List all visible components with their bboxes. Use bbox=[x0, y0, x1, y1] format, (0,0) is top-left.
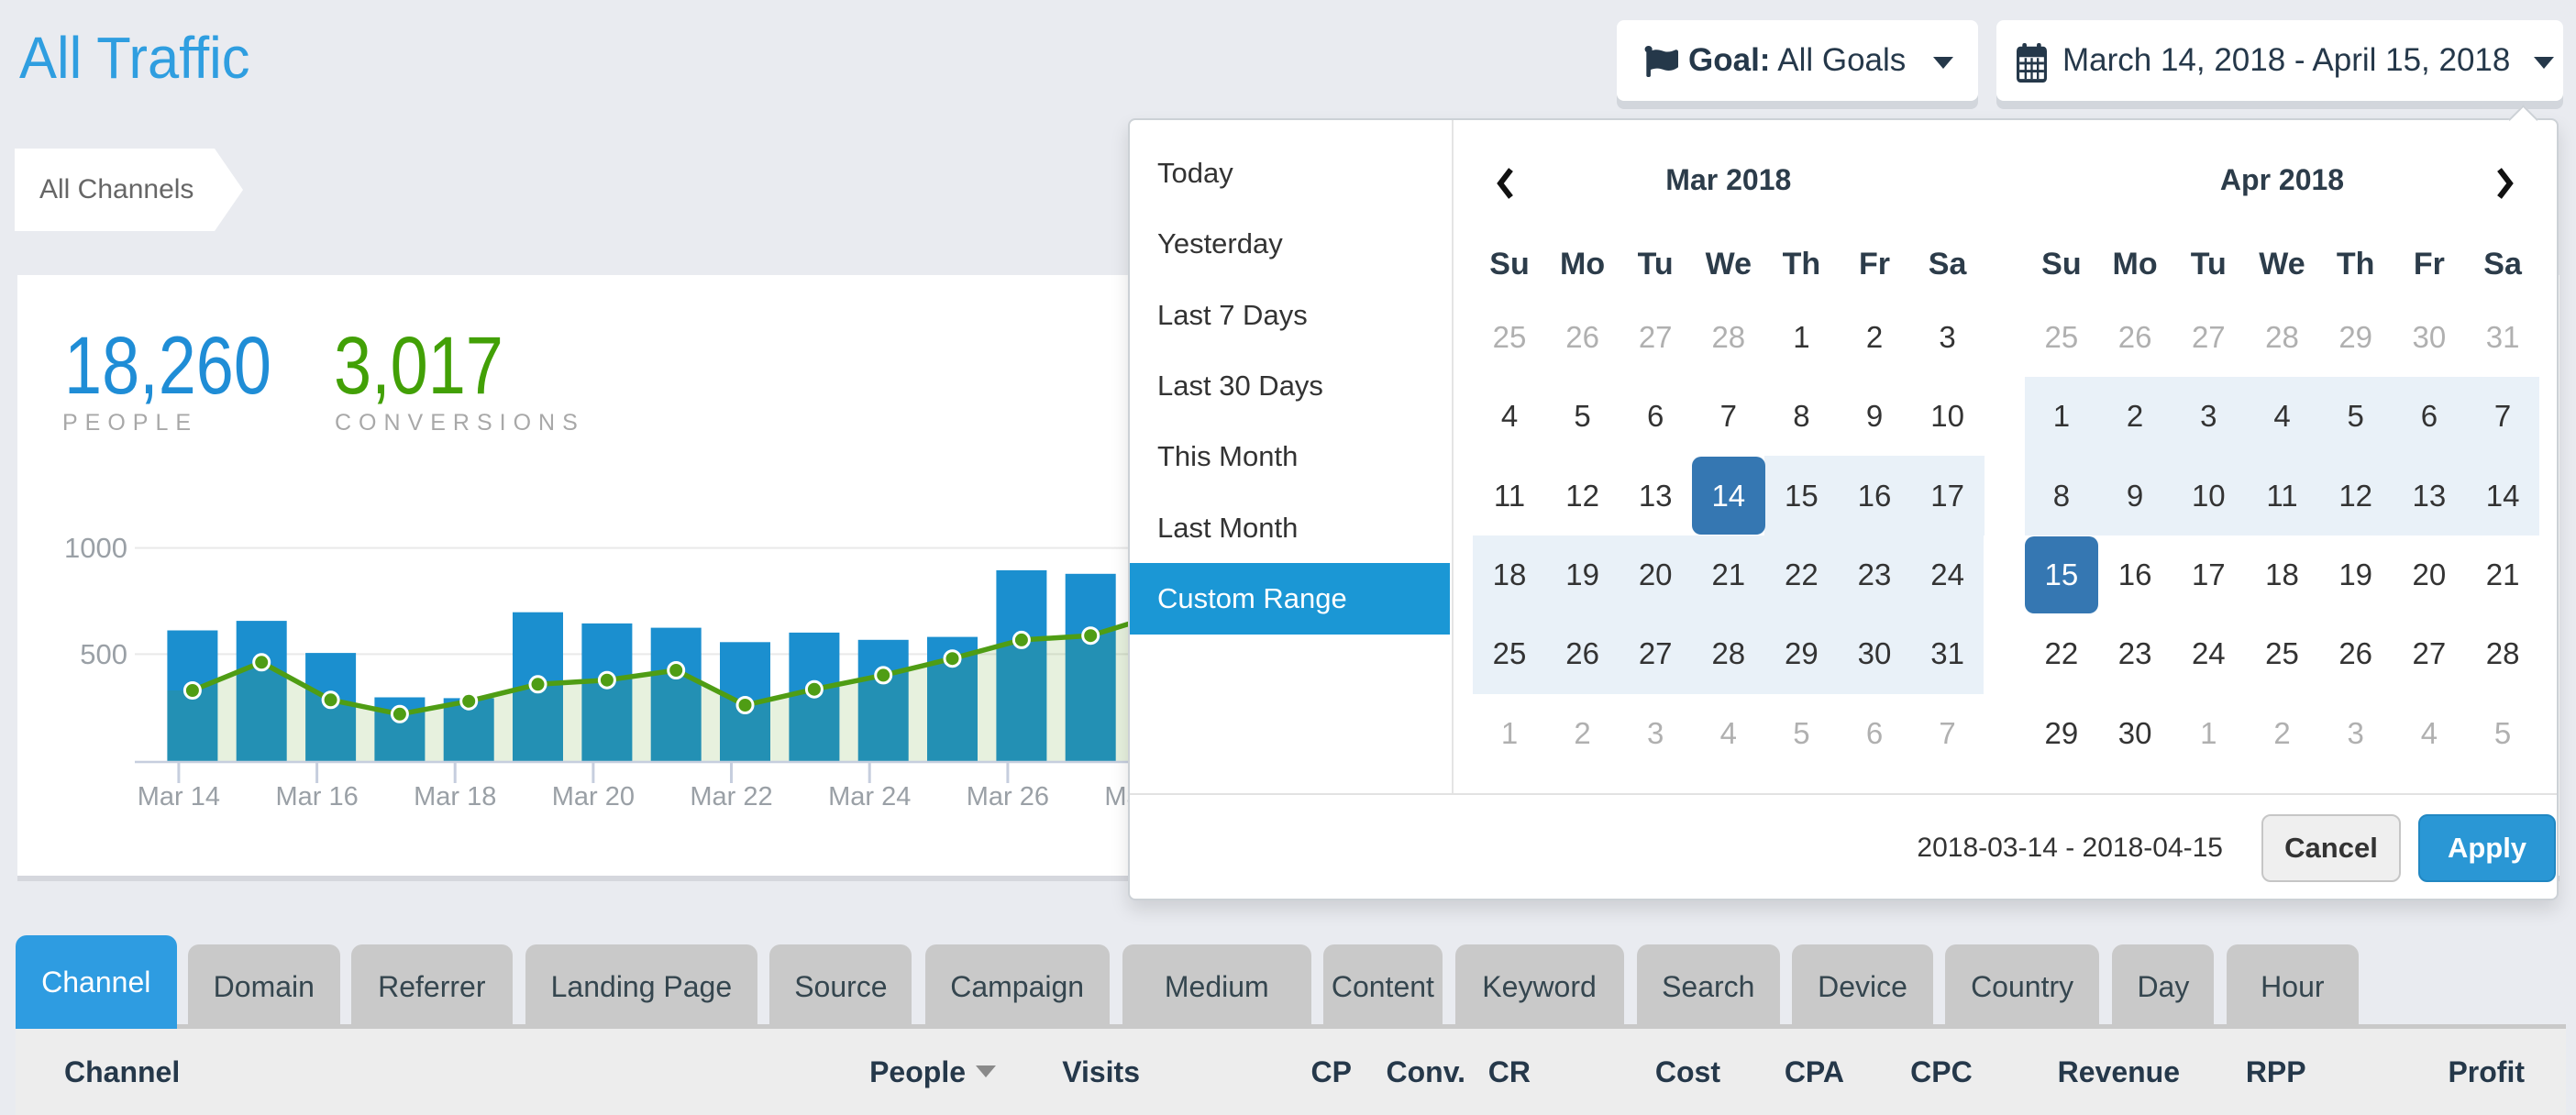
svg-text:1000: 1000 bbox=[64, 532, 127, 564]
svg-text:Mar 14: Mar 14 bbox=[138, 782, 220, 811]
svg-text:Mar 16: Mar 16 bbox=[275, 782, 358, 811]
svg-text:Mar 20: Mar 20 bbox=[552, 782, 635, 811]
svg-text:Mar 18: Mar 18 bbox=[414, 782, 496, 811]
svg-text:Mar 26: Mar 26 bbox=[967, 782, 1049, 811]
svg-text:Mar 24: Mar 24 bbox=[828, 782, 911, 811]
svg-text:500: 500 bbox=[80, 638, 127, 670]
svg-text:Mar 22: Mar 22 bbox=[690, 782, 772, 811]
